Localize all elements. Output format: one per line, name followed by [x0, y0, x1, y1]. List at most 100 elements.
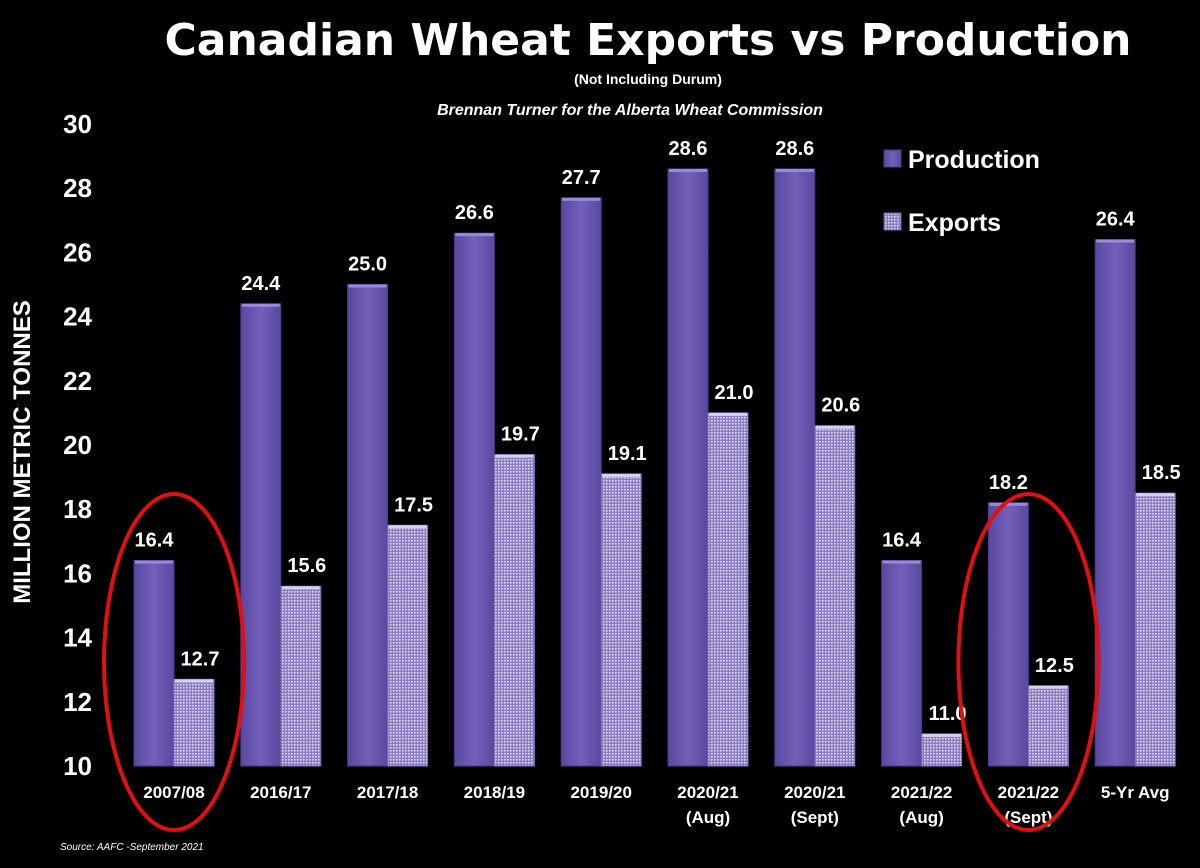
bar-top-highlight — [562, 197, 601, 201]
bar-top-highlight — [1136, 493, 1175, 497]
data-label-exports: 15.6 — [287, 555, 326, 577]
bar-top-highlight — [815, 425, 854, 429]
x-tick-label: 2021/22 — [891, 783, 952, 802]
bar-production — [881, 560, 923, 767]
bar-production — [987, 502, 1029, 767]
y-tick-label: 16 — [63, 558, 92, 588]
y-axis-label: MILLION METRIC TONNES — [9, 300, 36, 604]
bar-top-highlight — [602, 473, 641, 477]
bar-exports — [1134, 492, 1176, 767]
legend-label-exports: Exports — [908, 209, 1001, 237]
bar-top-highlight — [709, 412, 747, 416]
x-tick-label: (Sept) — [1004, 808, 1052, 827]
x-tick-label: (Sept) — [791, 808, 839, 827]
bar-top-highlight — [922, 733, 961, 737]
bar-production — [133, 560, 175, 767]
bar-production — [667, 168, 709, 767]
data-label-production: 18.2 — [989, 472, 1028, 494]
highlight-ellipse — [102, 492, 246, 832]
bar-production — [347, 284, 389, 767]
bar-exports — [387, 524, 429, 767]
y-tick-label: 22 — [63, 366, 92, 396]
bar-exports — [1027, 685, 1069, 767]
x-tick-label: 2019/20 — [570, 783, 631, 802]
data-label-production: 24.4 — [241, 273, 281, 295]
x-tick-label: 2020/21 — [784, 783, 845, 802]
bar-top-highlight — [135, 560, 173, 564]
bar-exports — [280, 585, 322, 767]
bar-exports — [814, 425, 856, 767]
x-tick-label: 2018/19 — [464, 783, 525, 802]
bar-top-highlight — [175, 679, 213, 683]
legend-item-production: Production — [883, 146, 1040, 174]
y-tick-label: 10 — [63, 751, 92, 781]
x-tick-label: 2021/22 — [998, 783, 1059, 802]
bar-top-highlight — [1096, 239, 1135, 243]
data-label-exports: 20.6 — [821, 395, 860, 417]
bar-exports — [173, 678, 215, 767]
y-tick-label: 20 — [63, 430, 92, 460]
x-axis-ticks: 2007/08 2016/17 2017/18 2018/19 2019/20 2020/… — [143, 783, 1169, 827]
bar-production — [453, 232, 495, 767]
legend: Production Exports — [883, 146, 1040, 237]
legend-item-exports: Exports — [883, 209, 1001, 237]
legend-label-production: Production — [908, 146, 1040, 174]
data-label-exports: 21.0 — [715, 382, 754, 404]
data-label-exports: 11.0 — [929, 703, 967, 725]
bar-production — [1094, 239, 1136, 767]
data-label-exports: 19.1 — [608, 443, 647, 465]
y-tick-label: 26 — [63, 237, 92, 267]
data-label-exports: 19.7 — [501, 424, 540, 446]
data-label-production: 25.0 — [348, 254, 387, 276]
bar-exports — [707, 412, 749, 767]
chart-author: Brennan Turner for the Alberta Wheat Com… — [437, 102, 823, 119]
bar-exports — [921, 733, 963, 767]
legend-swatch-production — [883, 149, 902, 168]
bar-top-highlight — [989, 502, 1028, 506]
bar-production — [774, 168, 816, 767]
data-label-exports: 18.5 — [1142, 462, 1181, 484]
y-tick-label: 24 — [63, 302, 92, 332]
data-label-production: 16.4 — [882, 530, 922, 552]
data-label-exports: 12.5 — [1035, 655, 1074, 677]
bar-top-highlight — [241, 303, 280, 307]
bar-production — [240, 303, 282, 767]
x-tick-label: 2020/21 — [677, 783, 738, 802]
bar-top-highlight — [281, 586, 320, 590]
data-labels: 16.4 12.7 24.4 15.6 25.0 17.5 26.6 19.7 27.7 19.1… — [135, 138, 1181, 725]
bar-top-highlight — [1029, 685, 1068, 689]
x-tick-label: (Aug) — [899, 808, 943, 827]
y-tick-label: 14 — [63, 623, 92, 653]
bar-top-highlight — [882, 560, 921, 564]
data-label-production: 26.4 — [1096, 209, 1136, 231]
chart-title: Canadian Wheat Exports vs Production — [165, 15, 1132, 66]
legend-swatch-exports — [883, 212, 902, 231]
highlight-ellipse — [956, 492, 1101, 832]
x-tick-label: 5-Yr Avg — [1101, 783, 1170, 802]
y-tick-label: 30 — [63, 109, 92, 139]
y-tick-label: 12 — [63, 687, 92, 717]
bar-top-highlight — [388, 525, 427, 529]
data-label-exports: 12.7 — [181, 648, 220, 670]
bar-production — [560, 197, 602, 767]
data-label-production: 16.4 — [135, 530, 175, 552]
data-label-production: 27.7 — [562, 167, 601, 189]
x-tick-label: 2007/08 — [143, 783, 204, 802]
data-label-exports: 17.5 — [394, 494, 433, 516]
bar-top-highlight — [669, 168, 707, 172]
bar-top-highlight — [455, 233, 494, 237]
x-tick-label: (Aug) — [686, 808, 730, 827]
x-tick-label: 2017/18 — [357, 783, 418, 802]
x-tick-label: 2016/17 — [250, 783, 311, 802]
y-tick-label: 18 — [63, 494, 92, 524]
bar-exports — [493, 454, 535, 767]
y-axis-ticks: 10 12 14 16 18 20 22 24 26 28 30 — [63, 109, 92, 781]
bar-top-highlight — [775, 168, 814, 172]
bar-top-highlight — [348, 284, 387, 288]
highlight-ellipses — [102, 492, 1101, 832]
bar-exports — [600, 473, 642, 767]
source-note: Source: AAFC -September 2021 — [60, 842, 204, 853]
chart-subtitle: (Not Including Durum) — [574, 71, 722, 87]
data-label-production: 28.6 — [669, 138, 708, 160]
